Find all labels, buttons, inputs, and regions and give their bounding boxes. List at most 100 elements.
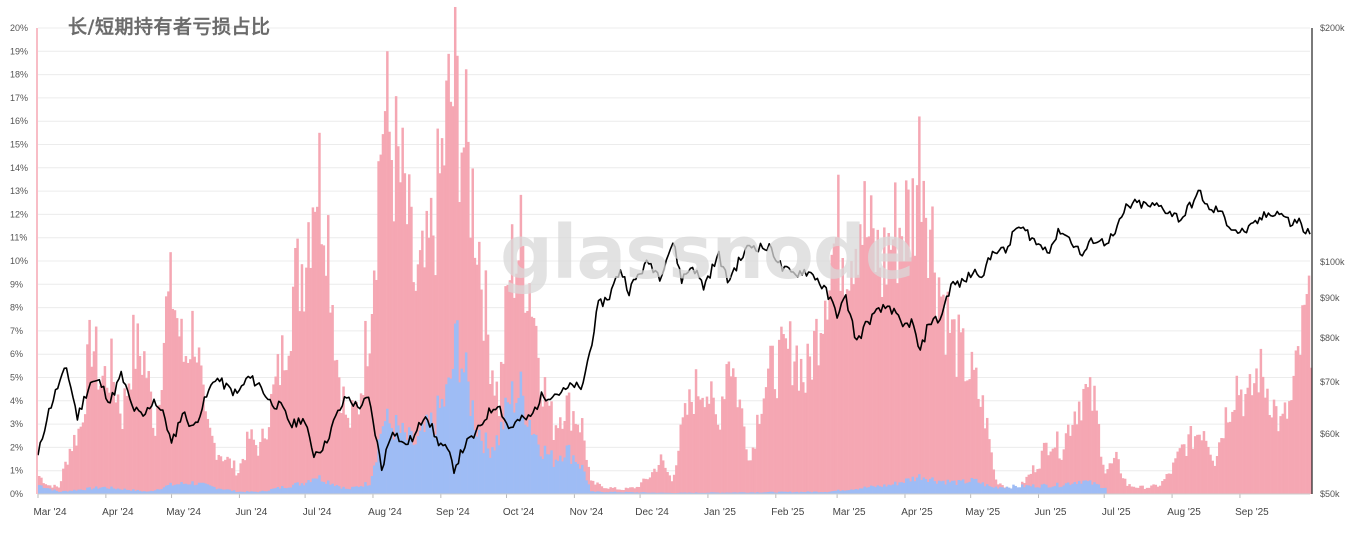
short-term-bar (145, 378, 148, 494)
long-term-bar (265, 491, 269, 494)
long-term-bar (274, 488, 277, 494)
short-term-bar (412, 282, 415, 494)
long-term-bar (565, 445, 569, 494)
long-term-bar (136, 489, 140, 494)
long-term-bar (924, 479, 928, 494)
left-tick-label: 5% (10, 373, 23, 383)
long-term-bar (340, 488, 343, 494)
short-term-bar (88, 319, 91, 494)
long-term-bar (197, 482, 201, 494)
long-term-bar (261, 490, 264, 494)
short-term-bar (521, 245, 525, 494)
short-term-bar (694, 369, 698, 494)
short-term-bar (410, 206, 413, 494)
long-term-bar (712, 492, 715, 494)
short-term-bar (318, 132, 321, 495)
long-term-bar (329, 484, 332, 494)
short-term-bar (283, 370, 286, 494)
short-term-bar (1056, 431, 1059, 494)
long-term-bar (815, 491, 818, 494)
short-term-bar (348, 427, 352, 494)
short-term-bar (355, 401, 358, 494)
short-term-bar (182, 361, 185, 494)
long-term-bar (1099, 487, 1103, 494)
short-term-bar (399, 182, 402, 494)
short-term-bar (423, 267, 426, 494)
short-term-bar (1307, 275, 1311, 494)
short-term-bar (1130, 486, 1133, 494)
short-term-bar (259, 441, 262, 494)
long-term-bar (162, 487, 166, 494)
short-term-bar (1080, 420, 1083, 494)
long-term-bar (294, 482, 297, 494)
long-term-bar (988, 486, 991, 494)
short-term-bar (335, 359, 339, 494)
long-term-bar (773, 492, 777, 494)
long-term-bar (714, 492, 717, 494)
short-term-bar (841, 258, 844, 494)
long-term-bar (543, 445, 547, 494)
short-term-bar (784, 338, 788, 494)
long-term-bar (418, 430, 422, 494)
short-term-bar (1207, 446, 1210, 494)
long-term-bar (138, 490, 142, 494)
short-term-bar (629, 487, 632, 494)
long-term-bar (1091, 484, 1094, 494)
short-term-bar (322, 245, 326, 494)
short-term-bar (443, 165, 446, 494)
short-term-bar (1084, 384, 1087, 494)
long-term-bar (742, 492, 746, 494)
long-term-bar (896, 485, 899, 494)
short-term-bar (1292, 375, 1295, 494)
long-term-bar (173, 484, 177, 494)
short-term-bar (484, 270, 488, 494)
short-term-bar (123, 388, 126, 494)
long-term-bar (1029, 486, 1033, 494)
long-term-bar (399, 433, 402, 494)
long-term-bar (517, 397, 520, 494)
chart-title: 长/短期持有者亏损占比 (68, 16, 271, 38)
long-term-bar (758, 492, 761, 494)
left-tick-label: 20% (10, 23, 28, 33)
short-term-bar (375, 280, 378, 494)
right-tick-label: $60k (1320, 429, 1340, 439)
left-tick-label: 3% (10, 419, 23, 429)
short-term-bar (664, 467, 667, 494)
long-term-bar (950, 480, 954, 494)
short-term-bar (103, 366, 107, 494)
short-term-bar (972, 369, 976, 494)
short-term-bar (977, 398, 980, 494)
short-term-bar (622, 490, 626, 494)
short-term-bar (75, 445, 78, 494)
short-term-bar (215, 459, 218, 494)
long-term-bar (259, 491, 262, 494)
short-term-bar (1196, 434, 1199, 494)
x-tick-label: Nov '24 (570, 507, 604, 518)
short-term-bar (320, 244, 323, 494)
long-term-bar (200, 482, 203, 494)
long-term-bar (64, 490, 67, 494)
long-term-bar (611, 491, 615, 494)
long-term-bar (648, 492, 652, 494)
left-tick-label: 10% (10, 256, 28, 266)
long-term-bar (405, 440, 409, 494)
long-term-bar (819, 492, 823, 494)
short-term-bar (160, 390, 164, 494)
long-term-bar (600, 491, 604, 494)
short-term-bar (620, 489, 623, 494)
long-term-bar (186, 484, 190, 494)
long-term-bar (213, 487, 216, 494)
short-term-bar (727, 361, 731, 494)
short-term-bar (896, 283, 899, 494)
long-term-bar (576, 463, 580, 494)
long-term-bar (839, 491, 842, 494)
left-tick-label: 12% (10, 209, 28, 219)
short-term-bar (287, 355, 291, 494)
short-term-bar (504, 286, 507, 494)
long-term-bar (528, 420, 531, 494)
short-term-bar (1231, 411, 1234, 494)
short-term-bar (1237, 395, 1241, 494)
long-term-bar (813, 491, 816, 494)
short-term-bar (1156, 486, 1160, 494)
long-term-bar (1005, 486, 1009, 494)
